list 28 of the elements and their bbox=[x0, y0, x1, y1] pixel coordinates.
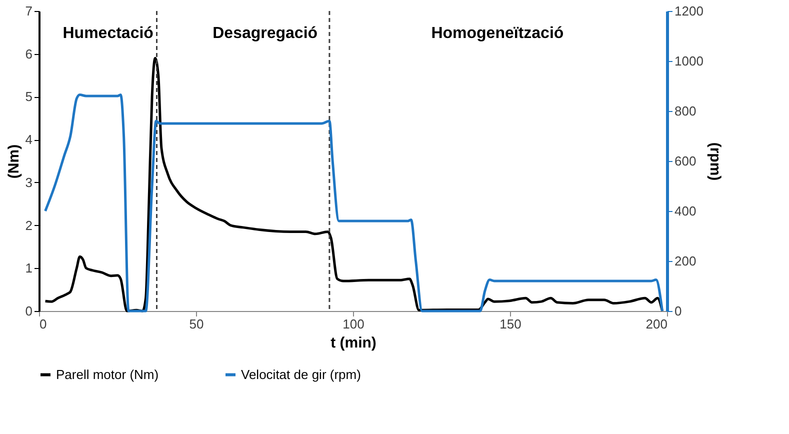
legend-label: Parell motor (Nm) bbox=[56, 366, 159, 382]
legend-label: Velocitat de gir (rpm) bbox=[241, 366, 361, 382]
y-tick-label: 5 bbox=[25, 89, 32, 104]
annotation: Desagregació bbox=[212, 25, 318, 42]
y-tick-label: 1 bbox=[25, 260, 32, 276]
y2-tick-label: 600 bbox=[674, 154, 696, 168]
y2-axis-title: (rpm) bbox=[706, 142, 724, 181]
y-tick-label: 2 bbox=[25, 218, 32, 233]
y2-tick-label: 0 bbox=[674, 304, 682, 318]
x-tick-label: 50 bbox=[189, 316, 204, 332]
y2-tick-label: 400 bbox=[674, 204, 696, 218]
y-tick-label: 0 bbox=[25, 304, 32, 318]
x-tick-label: 100 bbox=[342, 316, 364, 332]
x-axis-title: t (min) bbox=[330, 334, 376, 352]
y-tick-label: 3 bbox=[25, 174, 32, 190]
x-tick-label: 0 bbox=[40, 316, 47, 332]
y2-tick-label: 1200 bbox=[674, 4, 704, 18]
annotation: Humectació bbox=[62, 25, 154, 42]
y-tick-label: 4 bbox=[25, 132, 32, 148]
annotation: Homogeneïtzació bbox=[431, 25, 564, 42]
y-axis-title: (Nm) bbox=[5, 144, 22, 179]
x-tick-label: 150 bbox=[500, 316, 522, 332]
x-tick-label: 200 bbox=[646, 316, 668, 332]
y-tick-label: 7 bbox=[25, 4, 32, 18]
y-tick-label: 6 bbox=[25, 46, 32, 62]
y2-tick-label: 800 bbox=[674, 104, 696, 118]
y2-tick-label: 200 bbox=[674, 254, 696, 268]
y2-tick-label: 1000 bbox=[674, 54, 704, 68]
